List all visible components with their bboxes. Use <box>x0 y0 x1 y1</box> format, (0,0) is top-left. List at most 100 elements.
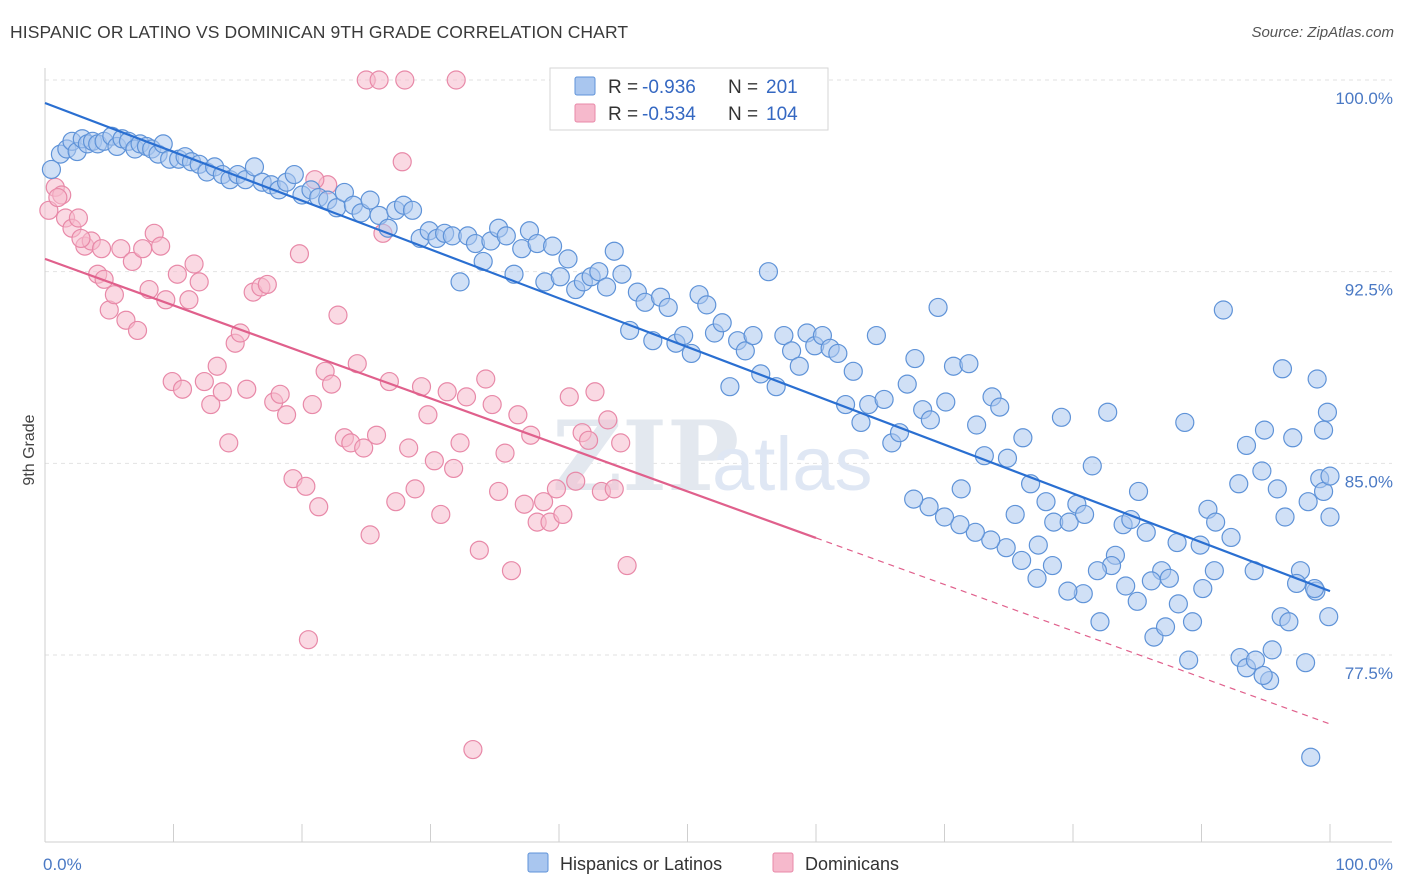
dominican-point-90 <box>598 410 618 430</box>
trend-line-ext-1 <box>815 537 1331 725</box>
grid <box>45 79 1392 656</box>
watermark-zip: ZIP <box>552 400 739 513</box>
hispanic-point-135 <box>1059 512 1079 532</box>
dominican-point-103 <box>91 239 112 259</box>
hispanic-point-207 <box>950 515 970 535</box>
hispanic-point-122 <box>959 354 979 374</box>
y-axis-label: 9th Grade <box>21 414 38 485</box>
dominican-point-66 <box>444 458 464 479</box>
dominican-point-88 <box>585 382 605 402</box>
hispanic-point-148 <box>1159 568 1179 588</box>
dominican-point-87 <box>578 430 599 450</box>
dominican-point-98 <box>446 70 466 90</box>
dominican-point-22 <box>167 264 187 284</box>
hispanic-point-184 <box>1319 607 1339 627</box>
hispanic-point-163 <box>1275 507 1295 527</box>
dominican-point-30 <box>212 382 232 402</box>
hispanic-point-107 <box>843 361 863 381</box>
hispanic-point-56 <box>450 272 470 292</box>
hispanic-point-88 <box>697 295 717 315</box>
dominican-point-60 <box>405 479 425 499</box>
hispanic-point-172 <box>1245 650 1266 670</box>
dominican-point-54 <box>366 425 387 445</box>
hispanic-point-110 <box>866 325 886 346</box>
hispanic-point-100 <box>789 356 809 376</box>
dominican-point-47 <box>321 374 342 394</box>
hispanic-point-201 <box>1042 555 1063 576</box>
dominican-point-19 <box>151 236 171 256</box>
dominican-point-73 <box>489 481 509 502</box>
y-tick-label-3: 100.0% <box>1335 89 1393 108</box>
dominican-point-63 <box>424 451 444 471</box>
dominican-point-77 <box>514 494 534 514</box>
dominican-point-72 <box>482 394 502 415</box>
hispanic-point-203 <box>1011 550 1032 571</box>
y-tick-label-2: 92.5% <box>1345 281 1393 300</box>
dominicans-points <box>39 70 637 760</box>
dominican-point-48 <box>328 305 348 325</box>
trend-lines <box>44 101 1331 725</box>
dominican-point-40 <box>276 405 297 425</box>
hispanic-point-182 <box>1317 402 1338 422</box>
dominican-point-83 <box>553 504 573 525</box>
dominican-point-91 <box>604 479 624 499</box>
dominican-point-85 <box>566 471 586 491</box>
hispanic-point-76 <box>604 241 624 261</box>
hispanic-point-90 <box>712 313 732 333</box>
hispanic-point-140 <box>1098 402 1118 422</box>
bottom-legend-label-1: Hispanics or Latinos <box>560 854 722 874</box>
hispanic-point-164 <box>1283 428 1303 448</box>
trend-line-0 <box>44 101 1331 593</box>
dominican-point-5 <box>68 208 89 228</box>
legend-n-label-1: N = <box>728 77 758 98</box>
dominican-point-92 <box>611 433 631 453</box>
hispanic-point-185 <box>1307 369 1327 389</box>
source-label: Source: ZipAtlas.com <box>1251 24 1394 41</box>
bottom-legend: Hispanics or Latinos Dominicans <box>527 852 899 874</box>
hispanic-point-68 <box>542 236 563 256</box>
dominican-point-71 <box>476 369 496 389</box>
hispanic-point-210 <box>904 489 924 509</box>
hispanic-point-105 <box>828 343 848 364</box>
hispanic-point-177 <box>1286 573 1307 594</box>
hispanic-point-111 <box>874 389 894 410</box>
dominican-point-45 <box>309 497 329 517</box>
hispanic-point-195 <box>1127 591 1147 611</box>
dominican-point-31 <box>219 433 239 453</box>
hispanic-point-190 <box>1193 578 1213 599</box>
hispanic-point-196 <box>1116 576 1136 596</box>
y-tick-label-1: 85.0% <box>1345 472 1393 491</box>
dominican-point-43 <box>296 476 316 496</box>
hispanic-point-96 <box>758 262 779 282</box>
hispanic-point-194 <box>1141 571 1161 591</box>
legend-box <box>549 67 829 131</box>
legend-r-label-1: R = <box>608 77 638 98</box>
hispanic-point-191 <box>1179 650 1199 670</box>
dominican-point-37 <box>257 274 277 295</box>
hispanic-point-45 <box>360 190 380 210</box>
dominican-point-24 <box>179 290 199 310</box>
dominican-point-67 <box>450 433 470 453</box>
dominican-point-12 <box>111 239 131 259</box>
dominican-point-96 <box>369 70 389 90</box>
hispanic-point-128 <box>1005 504 1025 525</box>
dominican-point-75 <box>501 561 522 581</box>
dominican-point-64 <box>431 504 451 525</box>
hispanic-point-198 <box>1087 561 1108 581</box>
hispanics-points <box>41 126 1340 767</box>
hispanic-point-132 <box>1036 492 1056 512</box>
dominican-point-102 <box>71 228 91 249</box>
hispanic-point-131 <box>1028 535 1048 555</box>
hispanic-point-91 <box>720 377 740 397</box>
x-tick-label-1: 100.0% <box>1335 855 1393 874</box>
dominican-point-29 <box>207 356 227 376</box>
hispanic-point-77 <box>612 264 632 284</box>
dominican-point-68 <box>456 387 477 407</box>
dominican-point-16 <box>133 239 153 259</box>
dominican-point-14 <box>122 251 142 272</box>
hispanic-point-115 <box>905 348 925 369</box>
hispanic-point-189 <box>1204 561 1224 581</box>
dominican-point-74 <box>495 443 515 463</box>
hispanic-point-160 <box>1252 461 1272 481</box>
